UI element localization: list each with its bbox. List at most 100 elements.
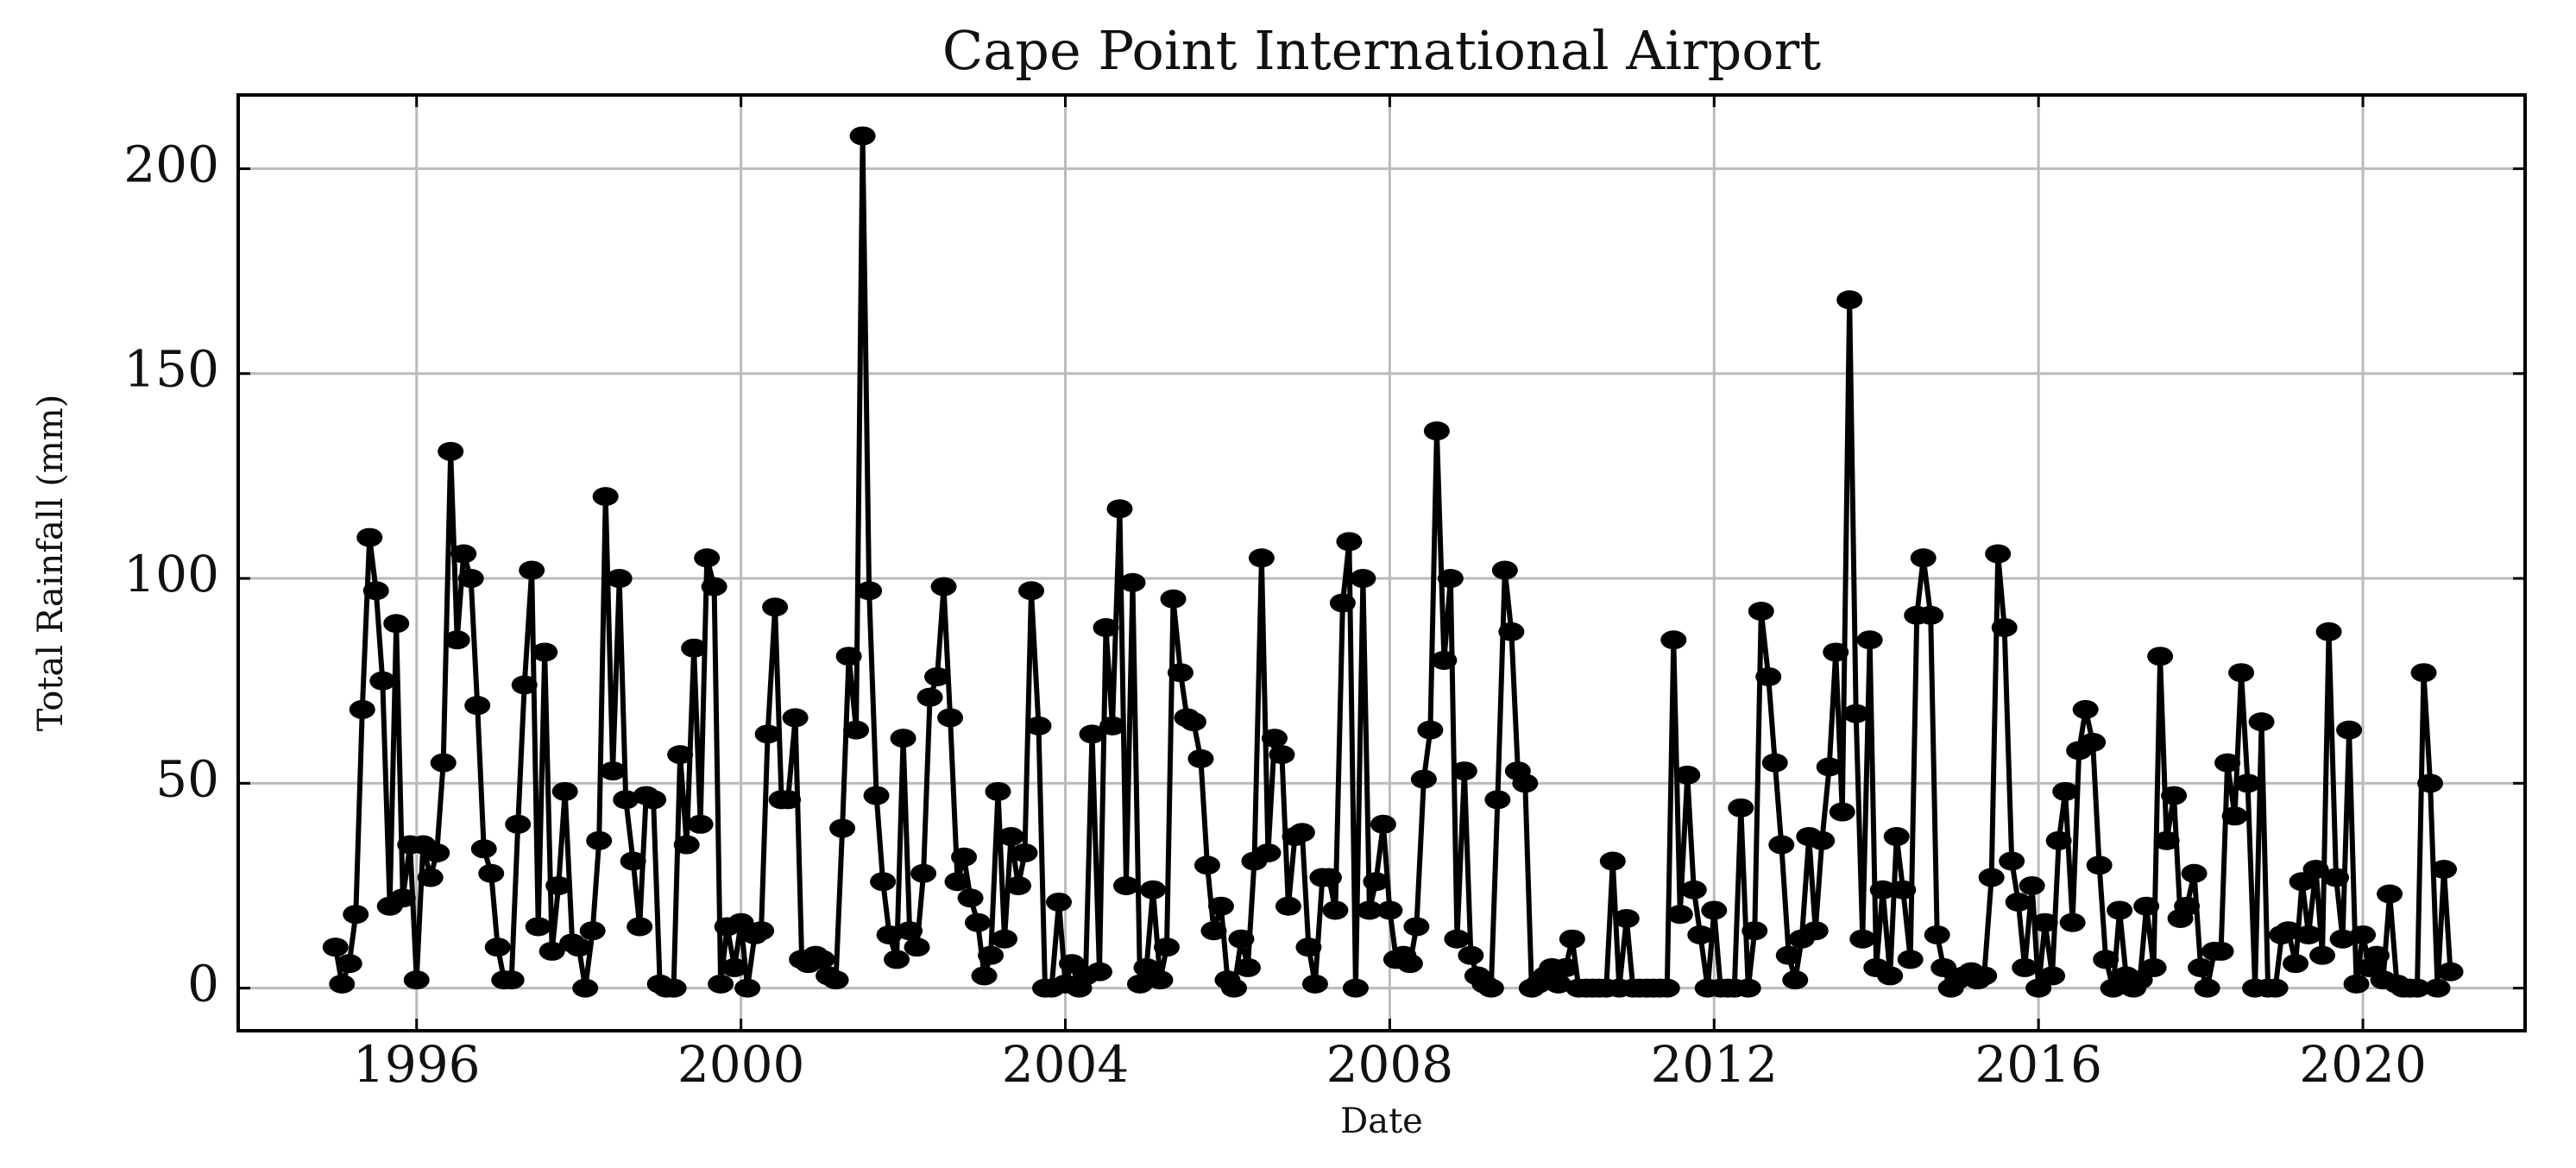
data-point bbox=[673, 835, 700, 855]
data-point bbox=[2052, 781, 2079, 801]
data-point bbox=[1653, 978, 1680, 998]
data-point bbox=[2140, 957, 2167, 977]
data-point bbox=[1167, 663, 1194, 683]
data-point bbox=[1836, 290, 1863, 310]
data-point bbox=[1458, 945, 1484, 965]
y-tick-label: 150 bbox=[123, 340, 219, 399]
data-point bbox=[2072, 699, 2099, 719]
data-point bbox=[519, 560, 545, 580]
data-point bbox=[809, 950, 835, 969]
data-point bbox=[1849, 929, 1876, 949]
data-point bbox=[965, 912, 992, 932]
data-point bbox=[551, 781, 578, 801]
data-point bbox=[2005, 892, 2031, 912]
data-point bbox=[1918, 605, 1944, 625]
data-point bbox=[545, 875, 572, 895]
data-point bbox=[322, 938, 349, 957]
data-point bbox=[1363, 872, 1389, 892]
data-point bbox=[971, 966, 998, 986]
data-point bbox=[937, 708, 964, 728]
data-point bbox=[1255, 843, 1282, 863]
data-point bbox=[1160, 589, 1187, 609]
data-point bbox=[1295, 938, 1322, 957]
data-point bbox=[876, 925, 903, 944]
data-point bbox=[1728, 798, 1754, 818]
data-point bbox=[998, 827, 1024, 847]
data-point bbox=[1086, 962, 1112, 982]
data-point bbox=[2336, 720, 2363, 740]
data-point bbox=[681, 638, 708, 658]
data-point bbox=[2437, 962, 2464, 982]
x-axis-label: Date bbox=[1340, 1102, 1423, 1141]
data-point bbox=[916, 687, 943, 707]
data-point bbox=[329, 974, 356, 994]
data-point bbox=[336, 954, 362, 974]
x-tick-label: 2016 bbox=[1975, 1035, 2102, 1094]
data-point bbox=[1545, 974, 1571, 994]
data-point bbox=[2133, 896, 2160, 916]
data-point bbox=[2161, 786, 2188, 805]
data-point bbox=[1119, 572, 1146, 592]
data-point bbox=[951, 847, 978, 867]
data-point bbox=[2086, 855, 2113, 875]
x-tick-label: 2008 bbox=[1326, 1035, 1454, 1094]
data-point bbox=[1512, 773, 1539, 793]
y-axis-label: Total Rainfall (mm) bbox=[31, 395, 71, 732]
data-point bbox=[1444, 929, 1471, 949]
data-point bbox=[2194, 978, 2220, 998]
data-point bbox=[470, 839, 497, 859]
data-point bbox=[1816, 757, 1842, 777]
data-point bbox=[1755, 666, 1782, 686]
data-point bbox=[1877, 966, 1904, 986]
data-point bbox=[2181, 863, 2208, 883]
data-point bbox=[430, 753, 457, 773]
data-point bbox=[2059, 912, 2086, 932]
data-point bbox=[1261, 729, 1288, 748]
data-point bbox=[1079, 724, 1105, 744]
data-point bbox=[1315, 868, 1342, 887]
data-point bbox=[1180, 712, 1206, 732]
x-tick-label: 2012 bbox=[1650, 1035, 1778, 1094]
data-point bbox=[701, 577, 727, 597]
data-point bbox=[910, 863, 937, 883]
y-tick-label: 200 bbox=[123, 135, 219, 193]
data-point bbox=[904, 938, 930, 957]
data-point bbox=[525, 917, 551, 937]
data-point bbox=[1417, 720, 1444, 740]
data-point bbox=[383, 614, 410, 634]
data-point bbox=[2234, 773, 2261, 793]
data-point bbox=[1350, 569, 1376, 589]
data-point bbox=[640, 790, 667, 810]
data-point bbox=[1498, 622, 1525, 641]
data-point bbox=[1741, 921, 1768, 941]
data-point bbox=[829, 818, 856, 838]
data-point bbox=[1275, 896, 1301, 916]
data-point bbox=[1228, 929, 1255, 949]
data-point bbox=[1768, 835, 1795, 855]
data-point bbox=[1153, 938, 1180, 957]
data-point bbox=[424, 843, 450, 863]
data-point bbox=[1410, 769, 1437, 789]
data-point bbox=[505, 814, 532, 834]
data-point bbox=[572, 978, 599, 998]
data-point bbox=[450, 544, 477, 564]
data-point bbox=[754, 724, 781, 744]
data-point bbox=[1910, 548, 1937, 568]
data-point bbox=[1559, 929, 1585, 949]
data-point bbox=[2214, 753, 2241, 773]
y-tick-label: 0 bbox=[187, 955, 219, 1013]
data-point bbox=[762, 597, 789, 617]
data-point bbox=[2031, 912, 2058, 932]
data-point bbox=[2107, 900, 2133, 920]
data-point bbox=[1666, 905, 1693, 925]
data-point bbox=[1093, 617, 1119, 637]
data-point bbox=[870, 872, 897, 892]
data-point bbox=[2045, 830, 2072, 850]
data-point bbox=[2093, 950, 2119, 969]
data-point bbox=[2404, 978, 2431, 998]
data-point bbox=[627, 917, 653, 937]
data-point bbox=[1735, 978, 1761, 998]
data-point bbox=[1322, 900, 1349, 920]
data-point bbox=[2147, 647, 2174, 666]
x-tick-label: 2004 bbox=[1002, 1035, 1130, 1094]
